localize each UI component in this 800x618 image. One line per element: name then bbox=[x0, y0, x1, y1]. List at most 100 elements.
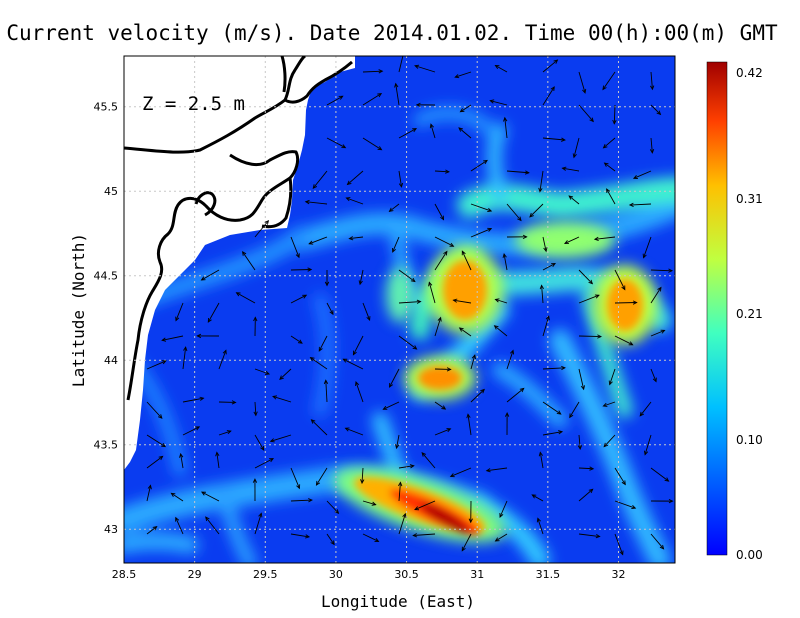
vector-arrowhead bbox=[536, 517, 541, 523]
vector-arrow bbox=[578, 269, 593, 284]
vector-arrow bbox=[542, 263, 556, 271]
depth-label: Z = 2.5 m bbox=[142, 93, 245, 115]
vector-arrowhead bbox=[412, 533, 418, 538]
colorbar-tick-label: 0.42 bbox=[736, 66, 763, 80]
vector-arrowhead bbox=[329, 310, 334, 316]
vector-arrow bbox=[495, 533, 508, 542]
vector-arrow bbox=[316, 467, 328, 486]
vector-arrowhead bbox=[207, 317, 212, 323]
vector-arrow bbox=[218, 430, 231, 436]
vector-arrow bbox=[578, 368, 585, 390]
vector-arrow bbox=[398, 482, 401, 502]
vector-arrowhead bbox=[504, 412, 510, 417]
vector-arrowhead bbox=[295, 253, 300, 259]
vector-arrow bbox=[254, 458, 274, 469]
vector-arrow bbox=[180, 453, 184, 469]
vector-arrowhead bbox=[561, 166, 567, 171]
vector-arrowhead bbox=[619, 550, 624, 556]
vector-arrowhead bbox=[458, 327, 464, 332]
vector-arrow bbox=[506, 170, 529, 174]
vector-arrowhead bbox=[323, 379, 329, 385]
vector-arrowhead bbox=[582, 88, 587, 94]
vector-arrow bbox=[459, 327, 472, 337]
vector-arrow bbox=[455, 71, 472, 78]
vector-arrowhead bbox=[226, 430, 232, 435]
vector-arrowhead bbox=[242, 250, 247, 256]
vector-arrow bbox=[398, 465, 414, 469]
vector-arrow bbox=[434, 317, 442, 337]
vector-arrow bbox=[395, 83, 400, 106]
vector-arrowhead bbox=[446, 367, 452, 372]
vector-arrow bbox=[504, 117, 508, 139]
vector-arrow bbox=[362, 500, 376, 506]
vector-arrow bbox=[470, 355, 476, 370]
vector-arrowhead bbox=[468, 518, 473, 524]
vector-arrow bbox=[650, 329, 665, 337]
vector-arrowhead bbox=[195, 426, 201, 431]
colorbar-tick-label: 0.31 bbox=[736, 192, 763, 206]
vector-arrowhead bbox=[602, 143, 608, 149]
vector-arrowhead bbox=[377, 146, 383, 151]
vector-arrowhead bbox=[200, 491, 206, 496]
vector-arrow bbox=[398, 513, 406, 535]
vector-arrowhead bbox=[371, 501, 377, 506]
vector-arrow bbox=[326, 137, 346, 149]
vector-arrowhead bbox=[345, 197, 351, 202]
vector-arrow bbox=[434, 428, 451, 436]
vector-arrow bbox=[650, 287, 662, 304]
vector-arrowhead bbox=[416, 299, 422, 304]
vector-arrowhead bbox=[509, 349, 515, 355]
vector-arrowhead bbox=[366, 316, 371, 322]
vector-arrowhead bbox=[305, 534, 311, 539]
vector-arrowhead bbox=[196, 333, 202, 339]
vector-arrowhead bbox=[253, 316, 258, 322]
vector-arrowhead bbox=[445, 169, 450, 174]
vector-arrowhead bbox=[632, 175, 638, 179]
vector-arrow bbox=[326, 533, 335, 545]
vector-arrow bbox=[650, 137, 653, 153]
vector-arrow bbox=[532, 494, 544, 502]
vector-arrow bbox=[573, 137, 580, 158]
vector-arrow bbox=[345, 427, 364, 436]
vector-arrowhead bbox=[315, 480, 321, 486]
vector-arrowhead bbox=[561, 137, 566, 142]
vector-arrowhead bbox=[253, 411, 258, 417]
vector-arrow bbox=[450, 467, 472, 477]
vector-arrowhead bbox=[318, 346, 323, 352]
vector-arrowhead bbox=[621, 480, 626, 486]
colorbar-tick-label: 0.10 bbox=[736, 433, 763, 447]
coastline bbox=[124, 56, 353, 401]
x-tick-label: 31.5 bbox=[536, 568, 561, 581]
vector-arrow bbox=[171, 492, 184, 502]
vector-arrowhead bbox=[483, 159, 488, 165]
vector-arrowhead bbox=[556, 410, 562, 415]
vector-arrow bbox=[326, 302, 334, 315]
vector-arrow bbox=[201, 269, 220, 281]
vector-arrowhead bbox=[382, 405, 388, 410]
vector-arrowhead bbox=[529, 212, 534, 218]
vector-arrowhead bbox=[628, 202, 634, 207]
vector-arrow bbox=[569, 401, 580, 418]
vector-arrowhead bbox=[175, 516, 180, 522]
vector-arrow bbox=[458, 127, 472, 139]
vector-arrow bbox=[290, 533, 310, 538]
vector-arrowhead bbox=[594, 294, 600, 299]
y-tick-labels: 43 43.5 44 44.5 45 45.5 bbox=[94, 101, 119, 537]
vector-arrowhead bbox=[374, 538, 380, 542]
vector-arrowhead bbox=[597, 334, 602, 339]
vector-arrow bbox=[470, 389, 485, 403]
vector-arrow bbox=[290, 335, 303, 344]
vector-arrowhead bbox=[489, 99, 495, 104]
vector-arrowhead bbox=[308, 240, 314, 245]
speed-field-cores bbox=[353, 260, 643, 535]
vector-arrowhead bbox=[175, 316, 180, 322]
vector-arrowhead bbox=[503, 116, 508, 122]
vector-arrowhead bbox=[412, 345, 418, 350]
vector-arrowhead bbox=[344, 427, 350, 432]
vector-arrow bbox=[453, 299, 472, 304]
vector-arrow bbox=[529, 203, 544, 218]
vector-arrow bbox=[205, 516, 220, 535]
vector-arrow bbox=[603, 401, 616, 407]
vector-arrowhead bbox=[593, 236, 599, 242]
